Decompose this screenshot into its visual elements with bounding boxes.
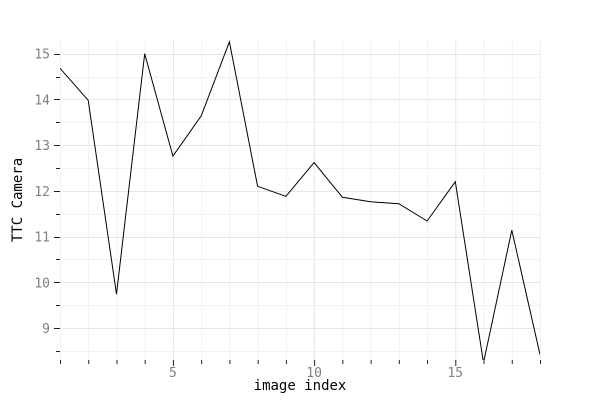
y-tick-label: 10: [34, 276, 50, 291]
y-tick-label: 11: [34, 231, 50, 246]
x-tick-label: 10: [306, 366, 322, 381]
x-axis-label: image index: [254, 378, 347, 394]
axis-ticks: [54, 54, 541, 366]
y-axis-label: TTC Camera: [10, 158, 26, 242]
y-tick-label: 12: [34, 185, 50, 200]
y-tick-label: 9: [42, 322, 50, 337]
x-tick-label: 5: [169, 366, 177, 381]
series-group: [60, 40, 540, 360]
series-line: [60, 40, 540, 360]
y-tick-label: 14: [34, 93, 50, 108]
x-tick-label: 15: [447, 366, 463, 381]
y-tick-label: 13: [34, 139, 50, 154]
tick-labels: 5 10 15 9 10 11 12 13 14 15: [34, 48, 463, 381]
y-tick-label: 15: [34, 48, 50, 63]
grid: [60, 40, 541, 360]
